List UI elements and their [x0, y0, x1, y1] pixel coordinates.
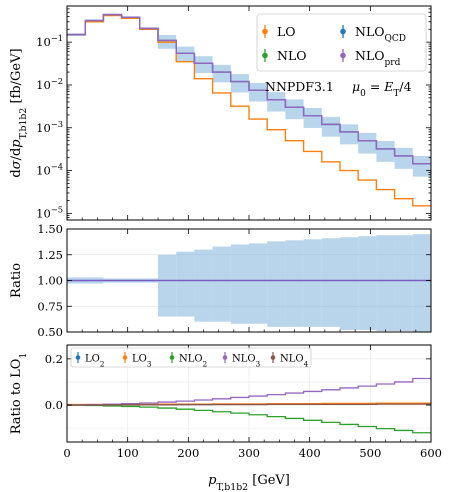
x-tick-label: 300	[238, 446, 260, 460]
ratio-band	[194, 249, 213, 322]
legend-marker-dot	[340, 52, 346, 59]
ratio-band	[158, 254, 177, 317]
ratio-band	[303, 239, 322, 327]
legends: LO NLOQCD NLO NLOprd NNPDF3.1 μ0 = ET/4 LO2 LO3…	[70, 13, 427, 369]
legend-label-nlo_4: NLO4	[280, 354, 309, 369]
uncertainty-band	[249, 82, 268, 102]
legend-label-lo_2: LO2	[85, 354, 104, 369]
series-line-nlo_4	[67, 403, 431, 406]
legend-marker-dot	[169, 355, 175, 360]
uncertainty-band	[412, 155, 431, 177]
uncertainty-band	[394, 147, 413, 169]
main-legend: LO NLOQCD NLO NLOprd	[256, 13, 427, 72]
legend-label-nlo_2: NLO2	[179, 354, 207, 369]
y-tick-label: 1.25	[37, 248, 63, 262]
x-axis-label: pT,b1b2 [GeV]	[208, 473, 290, 492]
y-tick-label: 0.0	[45, 398, 63, 412]
legend-marker-dot	[75, 355, 81, 360]
y-tick-label: 1.00	[37, 274, 63, 288]
ratio-band	[376, 235, 395, 331]
x-tick-label: 0	[63, 446, 70, 460]
axis-labels: 0 100 200 300 400 500 600 dσ/dpT,b1b2 [fb/GeV] R…	[9, 6, 442, 492]
y-tick-label: 10−3	[36, 119, 63, 135]
legend-marker-dot	[270, 355, 276, 360]
legend-label-lo: LO	[277, 24, 296, 39]
pdf-annotation: NNPDF3.1	[265, 79, 334, 94]
bottom-plot-area	[67, 345, 431, 442]
bottom-legend: LO2 LO3 NLO2 NLO3 NLO4	[70, 347, 312, 369]
scale-annotation: μ0 = ET/4	[352, 79, 412, 99]
legend-label-nlo_prd: NLOprd	[355, 48, 401, 68]
ratio-panel: 0.50 0.75 1.00 1.25 1.50	[37, 222, 432, 339]
legend-label-nlo: NLO	[277, 48, 307, 63]
uncertainty-band	[267, 92, 286, 112]
ratio-band	[285, 240, 304, 327]
ratio-band	[249, 243, 268, 324]
y-tick-label: 10−2	[36, 76, 63, 92]
y-axis-label-main: dσ/dpT,b1b2 [fb/GeV]	[9, 48, 29, 177]
y-tick-label: 10−5	[36, 204, 63, 220]
y-tick-label: 1.50	[37, 222, 63, 236]
y-tick-label: 0.50	[37, 325, 63, 339]
legend-box	[256, 13, 427, 72]
y-tick-label: 10−4	[36, 162, 63, 178]
legend-marker-dot	[340, 28, 346, 35]
uncertainty-band	[340, 124, 359, 145]
ratio-plot-area	[67, 229, 431, 332]
uncertainty-band	[358, 132, 377, 154]
ratio-band	[340, 237, 359, 330]
ratio-band	[176, 251, 195, 317]
legend-label-lo_3: LO3	[132, 354, 152, 369]
x-tick-label: 200	[177, 446, 199, 460]
x-tick-label: 100	[117, 446, 139, 460]
ratio-band	[358, 236, 377, 330]
y-tick-label: 0.75	[37, 299, 63, 313]
series-line-lo	[67, 14, 431, 207]
legend-marker-dot	[122, 355, 128, 360]
series-line-nlo_prd	[67, 13, 431, 165]
legend-marker-dot	[262, 52, 268, 59]
y-tick-label: 10−1	[36, 33, 63, 49]
y-tick-label: 0.2	[45, 352, 63, 366]
series-line-nlo_3	[67, 377, 431, 406]
uncertainty-band	[194, 56, 213, 74]
uncertainty-band	[230, 74, 249, 93]
x-tick-label: 400	[299, 446, 321, 460]
uncertainty-band	[321, 116, 340, 137]
ratio-band	[212, 246, 231, 322]
x-tick-label: 600	[420, 446, 442, 460]
ratio-band	[230, 244, 249, 324]
legend-box	[70, 347, 312, 368]
main-plot-area	[67, 13, 431, 207]
legend-marker-dot	[222, 355, 228, 360]
ratio-band	[412, 234, 431, 332]
legend-label-nlo_qcd: NLOQCD	[355, 24, 406, 44]
ratio-band	[394, 235, 413, 331]
series-line-nlo_2	[67, 404, 431, 434]
legend-marker-dot	[262, 28, 268, 35]
ratio-band	[267, 241, 286, 327]
uncertainty-band	[376, 141, 395, 162]
uncertainty-band	[303, 107, 322, 128]
ratio-band	[321, 238, 340, 327]
x-tick-label: 500	[359, 446, 381, 460]
y-axis-label-ratio: Ratio	[9, 263, 24, 298]
uncertainty-band	[212, 64, 231, 83]
y-axis-label-bottom: Ratio to LO1	[9, 353, 29, 435]
uncertainty-band	[285, 99, 304, 120]
legend-label-nlo_3: NLO3	[232, 354, 261, 369]
